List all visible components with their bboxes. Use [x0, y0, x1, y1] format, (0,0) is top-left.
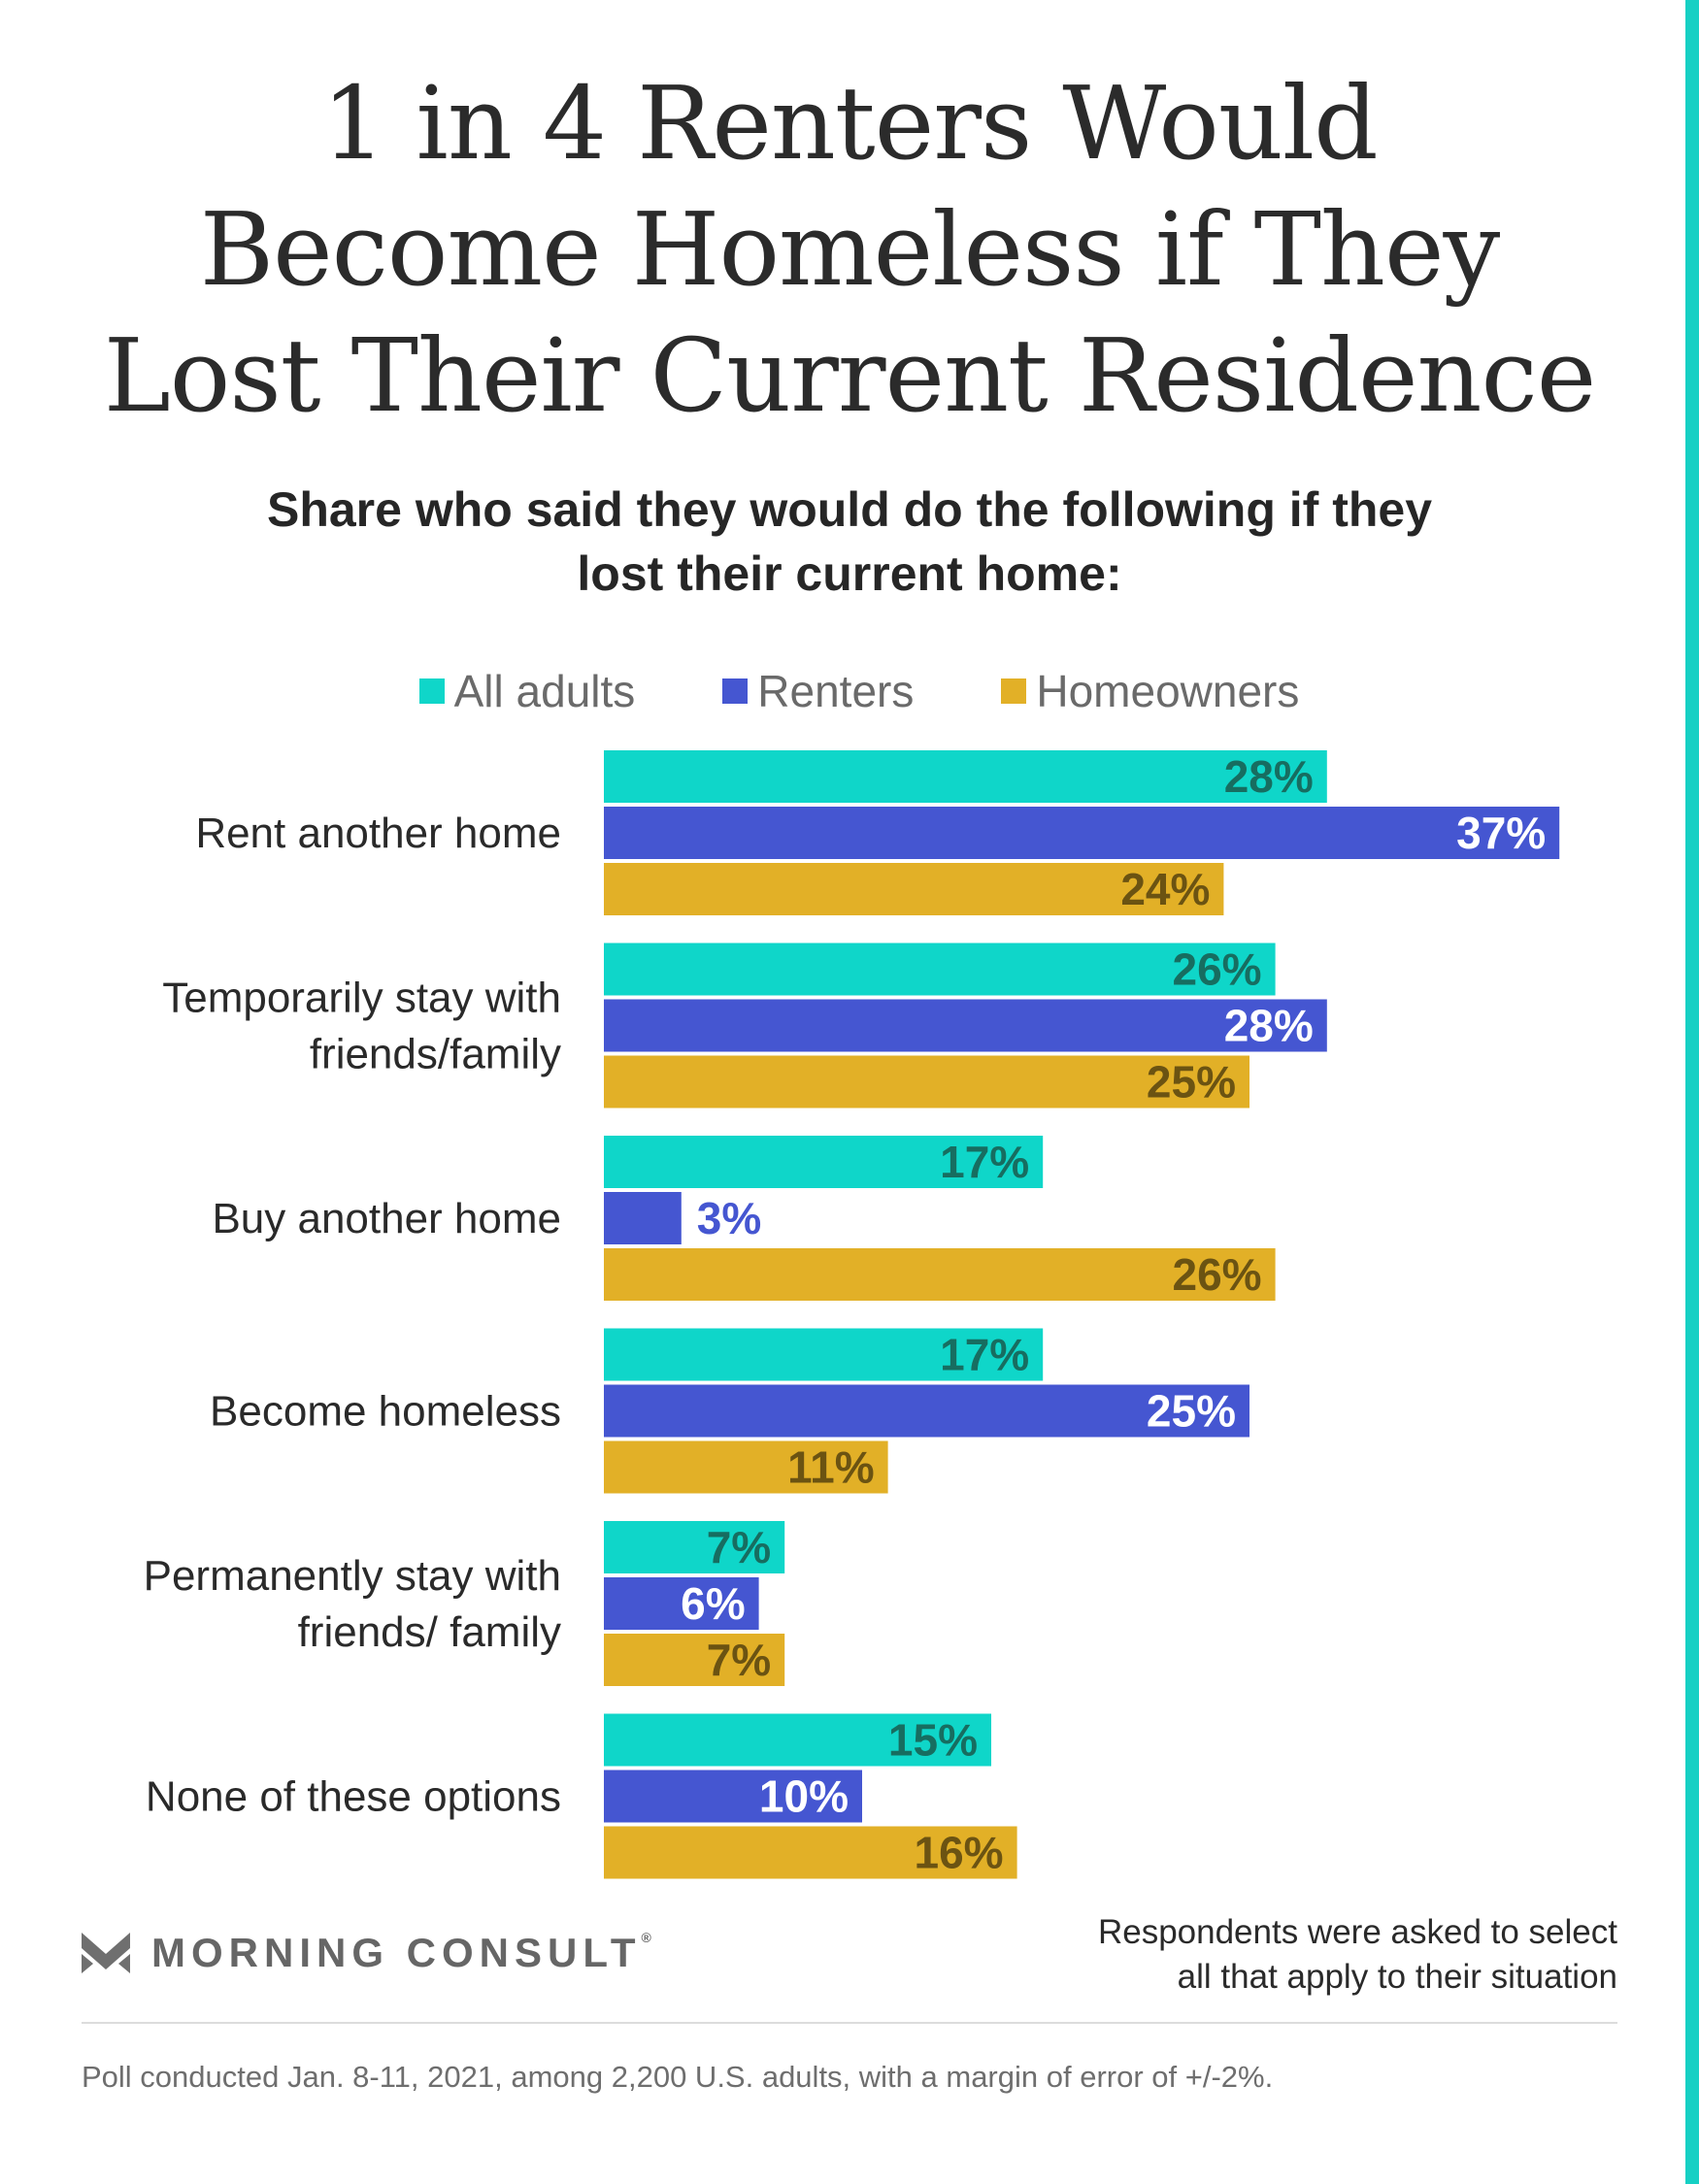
footer-divider: [82, 2022, 1617, 2024]
data-label-buy-another-home-all-adults: 17%: [940, 1137, 1029, 1187]
data-label-none-of-these-options-homeowners: 16%: [915, 1828, 1004, 1878]
bar-chart: Rent another home 28% 37% 24% Temporarily st…: [144, 750, 1560, 1879]
data-label-temporarily-stay-with-friends-family-all-adults: 26%: [1173, 944, 1262, 995]
legend-label-homeowners: Homeowners: [1036, 666, 1300, 716]
bar-buy-another-home-all-adults: [604, 1136, 1044, 1188]
morning-consult-m-icon: [82, 1933, 130, 1973]
data-label-become-homeless-homeowners: 11%: [787, 1442, 875, 1493]
legend-swatch-renters: [722, 678, 749, 704]
data-label-rent-another-home-homeowners: 24%: [1120, 864, 1210, 914]
subtitle-line-2: lost their current home:: [577, 546, 1122, 601]
bar-none-of-these-options-all-adults: [604, 1713, 991, 1767]
category-label-buy-another-home-line-1: Buy another home: [212, 1195, 561, 1242]
data-label-permanently-stay-with-friends-family-homeowners: 7%: [707, 1635, 771, 1685]
bar-none-of-these-options-renters: [604, 1770, 862, 1823]
data-label-become-homeless-all-adults: 17%: [940, 1330, 1029, 1380]
legend-item-all-adults: All adults: [418, 662, 636, 720]
category-label-temporarily-stay-with-friends-family-line-1: Temporarily stay with: [162, 975, 561, 1022]
bar-temporarily-stay-with-friends-family-homeowners: [604, 1055, 1249, 1109]
data-label-rent-another-home-all-adults: 28%: [1224, 751, 1314, 802]
data-label-become-homeless-renters: 25%: [1147, 1386, 1236, 1437]
logo-wordmark: MORNING CONSULT: [151, 1930, 642, 1975]
logo-text: MORNING CONSULT®: [151, 1930, 651, 1976]
bar-permanently-stay-with-friends-family-all-adults: [604, 1521, 785, 1573]
category-label-temporarily-stay-with-friends-family-line-2: friends/family: [310, 1031, 561, 1078]
data-label-temporarily-stay-with-friends-family-renters: 28%: [1224, 1001, 1314, 1051]
accent-stripe: [1685, 0, 1699, 2184]
bar-none-of-these-options-homeowners: [604, 1826, 1017, 1879]
footer-note-line-2: all that apply to their situation: [1177, 1958, 1617, 1996]
title-line-3: Lost Their Current Residence: [103, 316, 1597, 435]
category-label-become-homeless-line-1: Become homeless: [210, 1388, 561, 1436]
category-label-permanently-stay-with-friends-family-line-2: friends/ family: [298, 1608, 561, 1656]
data-label-rent-another-home-renters: 37%: [1456, 808, 1546, 858]
bar-temporarily-stay-with-friends-family-renters: [604, 999, 1327, 1052]
bar-become-homeless-all-adults: [604, 1328, 1044, 1381]
bar-permanently-stay-with-friends-family-homeowners: [604, 1634, 785, 1686]
bar-rent-another-home-homeowners: [604, 863, 1224, 915]
footer-note: Respondents were asked to select all tha…: [1098, 1910, 1617, 2000]
subtitle-line-1: Share who said they would do the followi…: [266, 482, 1433, 537]
data-label-permanently-stay-with-friends-family-renters: 6%: [681, 1578, 745, 1629]
legend-swatch-homeowners: [1001, 678, 1027, 704]
chart-title: 1 in 4 Renters Would Become Homeless if …: [97, 60, 1602, 439]
data-label-none-of-these-options-renters: 10%: [759, 1771, 849, 1822]
title-line-1: 1 in 4 Renters Would: [321, 64, 1378, 182]
legend-label-renters: Renters: [757, 666, 915, 716]
data-label-none-of-these-options-all-adults: 15%: [888, 1715, 978, 1766]
data-label-permanently-stay-with-friends-family-all-adults: 7%: [707, 1522, 771, 1572]
logo-registered-mark: ®: [641, 1930, 651, 1945]
bar-become-homeless-renters: [604, 1384, 1249, 1438]
category-label-permanently-stay-with-friends-family-line-1: Permanently stay with: [144, 1552, 561, 1600]
bar-rent-another-home-all-adults: [604, 750, 1327, 803]
legend-item-homeowners: Homeowners: [1001, 662, 1299, 720]
chart-legend: All adults Renters Homeowners: [0, 662, 1699, 720]
category-label-rent-another-home-line-1: Rent another home: [195, 810, 561, 857]
legend-swatch-all-adults: [418, 678, 445, 704]
bar-buy-another-home-renters: [604, 1192, 682, 1244]
bar-temporarily-stay-with-friends-family-all-adults: [604, 943, 1276, 996]
title-line-2: Become Homeless if They: [199, 190, 1501, 309]
bar-buy-another-home-homeowners: [604, 1248, 1276, 1301]
data-label-buy-another-home-homeowners: 26%: [1173, 1249, 1262, 1300]
data-label-temporarily-stay-with-friends-family-homeowners: 25%: [1147, 1057, 1236, 1108]
footer-note-line-1: Respondents were asked to select: [1097, 1913, 1617, 1951]
category-label-none-of-these-options-line-1: None of these options: [146, 1773, 561, 1821]
legend-item-renters: Renters: [722, 662, 914, 720]
chart-subtitle: Share who said they would do the followi…: [146, 478, 1553, 606]
bar-become-homeless-homeowners: [604, 1440, 888, 1494]
source-note: Poll conducted Jan. 8-11, 2021, among 2,…: [82, 2060, 1274, 2094]
bar-rent-another-home-renters: [604, 807, 1560, 859]
morning-consult-logo: MORNING CONSULT®: [82, 1930, 651, 1976]
legend-label-all-adults: All adults: [453, 666, 636, 716]
bar-permanently-stay-with-friends-family-renters: [604, 1577, 759, 1630]
data-label-buy-another-home-renters: 3%: [697, 1193, 761, 1243]
